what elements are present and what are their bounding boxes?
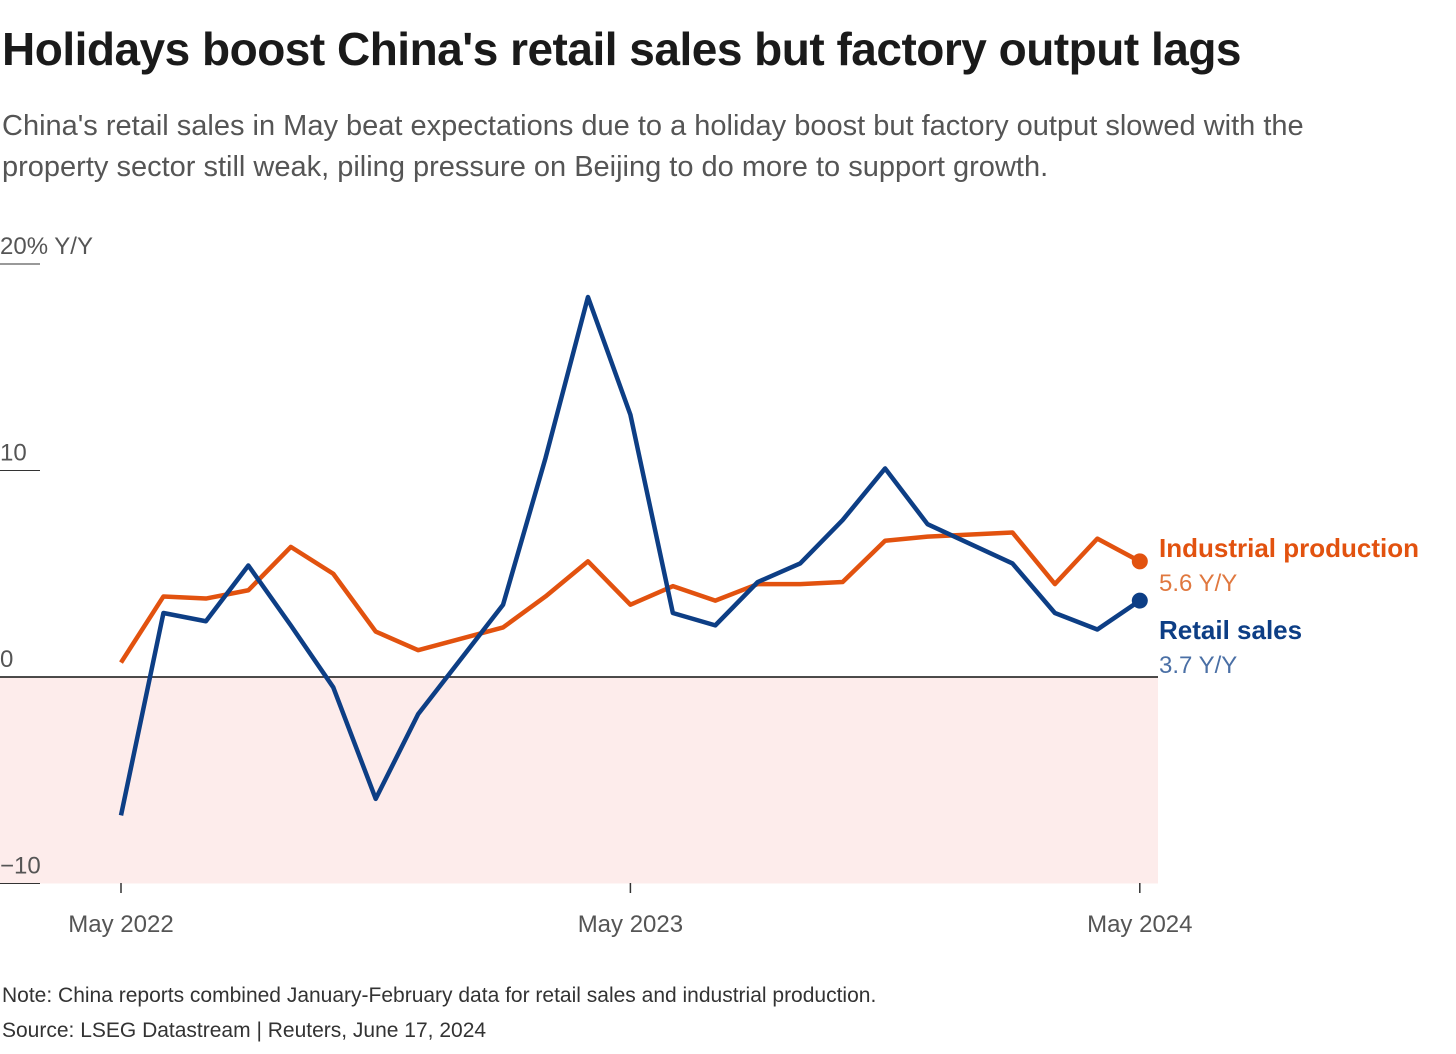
- x-tick-label: May 2024: [1087, 911, 1192, 938]
- series-end-value: 5.6 Y/Y: [1159, 570, 1237, 597]
- series-label: Industrial production: [1159, 533, 1419, 563]
- series-line-retail-sales: [118, 294, 1142, 816]
- x-tick-label: May 2023: [578, 911, 683, 938]
- y-tick-label: 10: [0, 440, 27, 467]
- x-tick-label: May 2022: [68, 911, 173, 938]
- chart-subtitle: China's retail sales in May beat expecta…: [2, 110, 1304, 183]
- y-tick-label: −10: [0, 853, 41, 880]
- negative-region: [0, 677, 1158, 884]
- series-end-value: 3.7 Y/Y: [1159, 652, 1237, 679]
- series-end-marker: [1131, 592, 1148, 609]
- series-end-marker: [1131, 553, 1148, 570]
- y-tick-label: 0: [0, 646, 13, 673]
- chart-note: Note: China reports combined January-Feb…: [2, 984, 877, 1007]
- y-tick-label: 20% Y/Y: [0, 233, 93, 260]
- chart-title: Holidays boost China's retail sales but …: [2, 23, 1242, 75]
- chart-source: Source: LSEG Datastream | Reuters, June …: [2, 1019, 487, 1042]
- series-label: Retail sales: [1159, 615, 1302, 645]
